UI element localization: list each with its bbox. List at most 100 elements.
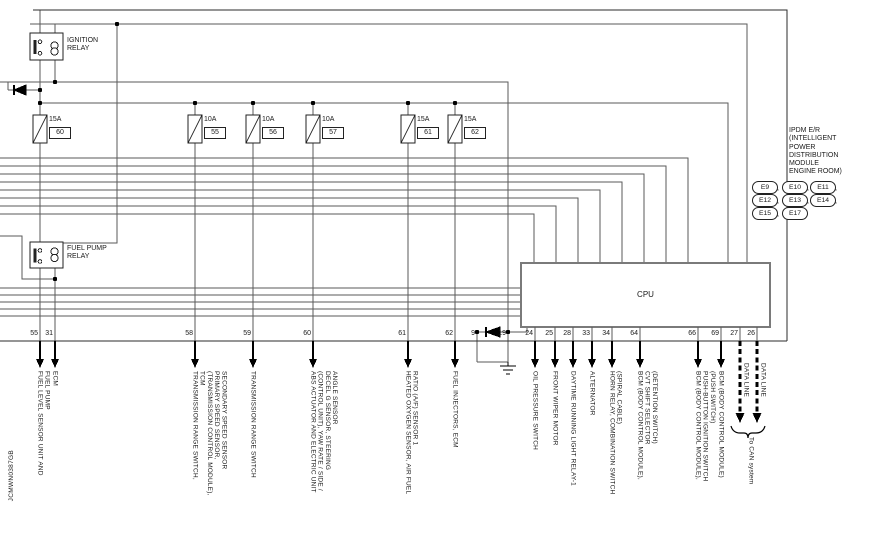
diode xyxy=(484,326,501,338)
fuse-slot-number: 62 xyxy=(464,127,486,139)
pin-number: 60 xyxy=(303,330,311,337)
fuse-amp-rating: 15A xyxy=(417,116,430,123)
connector-oval: E11 xyxy=(810,181,836,194)
fuel-pump-coil-feed-wire xyxy=(63,24,118,244)
bus-line xyxy=(0,213,535,263)
fuse-slash xyxy=(447,114,463,144)
fuse-slot-number: 61 xyxy=(417,127,439,139)
pin-destination-label: OIL PRESSURE SWITCH xyxy=(531,371,539,451)
arrow-down-icon xyxy=(569,359,577,368)
pin-destination-label: BCM (BODY CONTROL MODULE), CVT SHIFT SEL… xyxy=(636,371,658,480)
bus-line xyxy=(0,181,623,263)
pin-number: 62 xyxy=(445,330,453,337)
pin-number: 69 xyxy=(711,330,719,337)
arrow-down-icon xyxy=(51,359,59,368)
arrow-down-icon xyxy=(451,359,459,368)
pin-number: 66 xyxy=(688,330,696,337)
module-title: IPDM E/R (INTELLIGENT POWER DISTRIBUTION… xyxy=(789,127,842,176)
connector-comma: , xyxy=(807,185,809,192)
diode xyxy=(12,84,27,96)
connector-comma: , xyxy=(777,211,779,218)
pin-destination-label: BCM (BODY CONTROL MODULE) xyxy=(717,371,725,478)
pin-destination-label: ALTERNATOR xyxy=(588,371,596,416)
arrow-down-icon xyxy=(608,359,616,368)
fuse-slot-number: 57 xyxy=(322,127,344,139)
arrow-down-icon xyxy=(752,413,762,423)
fuse-amp-rating: 15A xyxy=(49,116,62,123)
fuse-slot-number: 60 xyxy=(49,127,71,139)
fuse-slot-number: 56 xyxy=(262,127,284,139)
arrow-down-icon xyxy=(309,359,317,368)
pin-number: 28 xyxy=(563,330,571,337)
pin-destination-label: ABS ACTUATOR AND ELECTRIC UNIT (CONTROL … xyxy=(309,371,339,493)
coil-return-wire xyxy=(0,81,509,332)
fuse-amp-rating: 10A xyxy=(322,116,335,123)
connector-oval: E17 xyxy=(782,207,808,220)
pin-destination-label: HORN RELAY, COMBINATION SWITCH (SPIRAL C… xyxy=(608,371,623,495)
connector-oval: E15 xyxy=(752,207,778,220)
fuel-pump-relay-symbol xyxy=(29,241,64,269)
data-line-label: DATA LINE xyxy=(742,363,750,398)
fuse-amp-rating: 10A xyxy=(204,116,217,123)
pin-number: 25 xyxy=(545,330,553,337)
ground-circuit-wire xyxy=(476,327,528,363)
connector-oval: E13 xyxy=(782,194,808,207)
can-brace xyxy=(730,425,766,439)
pin-destination-label: ECM xyxy=(51,371,59,387)
arrow-down-icon xyxy=(249,359,257,368)
fuse-slash xyxy=(245,114,261,144)
fuel-pump-relay-label: FUEL PUMP RELAY xyxy=(67,245,107,261)
arrow-down-icon xyxy=(531,359,539,368)
arrow-down-icon xyxy=(717,359,725,368)
connector-comma: , xyxy=(807,198,809,205)
fuse-slash xyxy=(305,114,321,144)
pin-destination-label: FUEL LEVEL SENSOR UNIT AND FUEL PUMP xyxy=(36,371,51,476)
ground-icon xyxy=(500,362,516,375)
arrow-down-icon xyxy=(404,359,412,368)
connector-oval: E9 xyxy=(752,181,778,194)
left-control-wire xyxy=(0,235,55,280)
connector-comma: , xyxy=(835,198,837,205)
connector-oval: E14 xyxy=(810,194,836,207)
ignition-feed-wire xyxy=(30,23,748,263)
pin-number: 26 xyxy=(747,330,755,337)
connector-comma: , xyxy=(777,185,779,192)
pin-number: 31 xyxy=(45,330,53,337)
pin-destination-label: DAYTIME RUNNING LIGHT RELAY-1 xyxy=(569,371,577,486)
fuse-bus-wire xyxy=(40,102,729,263)
pin-destination-label: FUEL INJECTORS, ECM xyxy=(451,371,459,448)
cpu-box xyxy=(520,262,771,328)
pin-destination-label: TRANSMISSION RANGE SWITCH xyxy=(249,371,257,478)
arrow-down-icon xyxy=(36,359,44,368)
bus-line xyxy=(0,197,579,263)
can-system-note: To CAN system xyxy=(747,437,755,485)
pin-number: 55 xyxy=(30,330,38,337)
arrow-down-icon xyxy=(735,413,745,423)
pin-number: 33 xyxy=(582,330,590,337)
connector-oval: E10 xyxy=(782,181,808,194)
data-line-label: DATA LINE xyxy=(759,363,767,398)
arrow-down-icon xyxy=(551,359,559,368)
pin-number: 9 xyxy=(471,330,475,337)
arrow-down-icon xyxy=(191,359,199,368)
fuse-amp-rating: 15A xyxy=(464,116,477,123)
connector-oval: E12 xyxy=(752,194,778,207)
wires xyxy=(0,10,748,363)
fuse-slash xyxy=(400,114,416,144)
diagram-code: JCMWN0387GB xyxy=(8,450,15,502)
connector-comma: , xyxy=(835,185,837,192)
junction-dots xyxy=(37,21,511,335)
pin-destination-label: FRONT WIPER MOTOR xyxy=(551,371,559,446)
bus-line xyxy=(0,205,557,263)
arrow-down-icon xyxy=(636,359,644,368)
arrow-down-icon xyxy=(588,359,596,368)
pin-number: 24 xyxy=(525,330,533,337)
pin-number: 27 xyxy=(730,330,738,337)
fuse-slash xyxy=(187,114,203,144)
pin-destination-label: HEATED OXYGEN SENSOR, AIR FUEL RATIO (A/… xyxy=(404,371,419,495)
ipdm-enclosure-border xyxy=(0,9,788,342)
pin-number: 19 xyxy=(498,330,506,337)
fuse-amp-rating: 10A xyxy=(262,116,275,123)
